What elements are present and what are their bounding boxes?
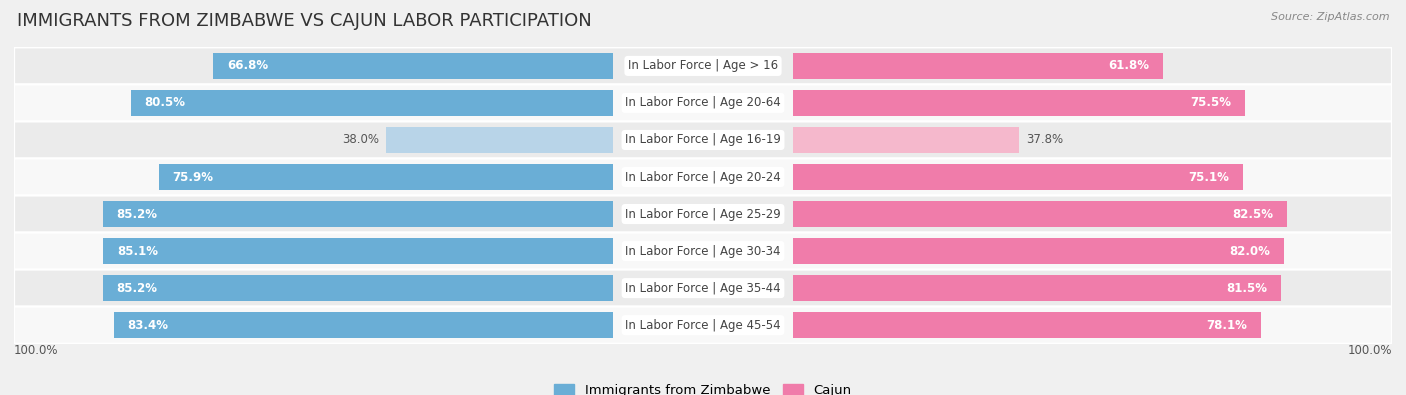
Text: 100.0%: 100.0% [1347,344,1392,357]
Text: In Labor Force | Age 30-34: In Labor Force | Age 30-34 [626,245,780,258]
Bar [793,127,1019,153]
FancyBboxPatch shape [14,196,1392,233]
Text: 81.5%: 81.5% [1226,282,1267,295]
Bar [793,312,1261,339]
Bar [793,90,1246,116]
Bar [103,201,613,228]
Bar [793,164,1243,190]
Text: 75.9%: 75.9% [173,171,214,184]
Legend: Immigrants from Zimbabwe, Cajun: Immigrants from Zimbabwe, Cajun [548,378,858,395]
FancyBboxPatch shape [14,233,1392,269]
FancyBboxPatch shape [14,158,1392,196]
Text: In Labor Force | Age 45-54: In Labor Force | Age 45-54 [626,319,780,332]
Text: 82.5%: 82.5% [1232,207,1274,220]
Text: 75.1%: 75.1% [1188,171,1229,184]
Text: 85.1%: 85.1% [117,245,157,258]
Text: 85.2%: 85.2% [117,282,157,295]
Text: 61.8%: 61.8% [1108,59,1149,72]
Text: In Labor Force | Age 20-24: In Labor Force | Age 20-24 [626,171,780,184]
FancyBboxPatch shape [14,307,1392,344]
Text: 85.2%: 85.2% [117,207,157,220]
Text: 37.8%: 37.8% [1026,134,1063,147]
Bar [793,275,1281,301]
Bar [103,275,613,301]
Text: In Labor Force | Age 16-19: In Labor Force | Age 16-19 [626,134,780,147]
Bar [385,127,613,153]
Text: 82.0%: 82.0% [1229,245,1270,258]
Bar [114,312,613,339]
FancyBboxPatch shape [14,85,1392,121]
Text: Source: ZipAtlas.com: Source: ZipAtlas.com [1271,12,1389,22]
Text: 66.8%: 66.8% [226,59,269,72]
FancyBboxPatch shape [14,269,1392,307]
Text: In Labor Force | Age > 16: In Labor Force | Age > 16 [628,59,778,72]
Bar [131,90,613,116]
Bar [793,201,1286,228]
FancyBboxPatch shape [14,47,1392,85]
Bar [793,53,1163,79]
Text: 78.1%: 78.1% [1206,319,1247,332]
Text: In Labor Force | Age 35-44: In Labor Force | Age 35-44 [626,282,780,295]
Bar [793,238,1284,264]
Text: In Labor Force | Age 20-64: In Labor Force | Age 20-64 [626,96,780,109]
Text: In Labor Force | Age 25-29: In Labor Force | Age 25-29 [626,207,780,220]
Text: 83.4%: 83.4% [128,319,169,332]
Bar [214,53,613,79]
FancyBboxPatch shape [14,121,1392,158]
Bar [159,164,613,190]
Text: 38.0%: 38.0% [342,134,378,147]
Text: 75.5%: 75.5% [1191,96,1232,109]
Bar [104,238,613,264]
Text: IMMIGRANTS FROM ZIMBABWE VS CAJUN LABOR PARTICIPATION: IMMIGRANTS FROM ZIMBABWE VS CAJUN LABOR … [17,12,592,30]
Text: 100.0%: 100.0% [14,344,59,357]
Text: 80.5%: 80.5% [145,96,186,109]
